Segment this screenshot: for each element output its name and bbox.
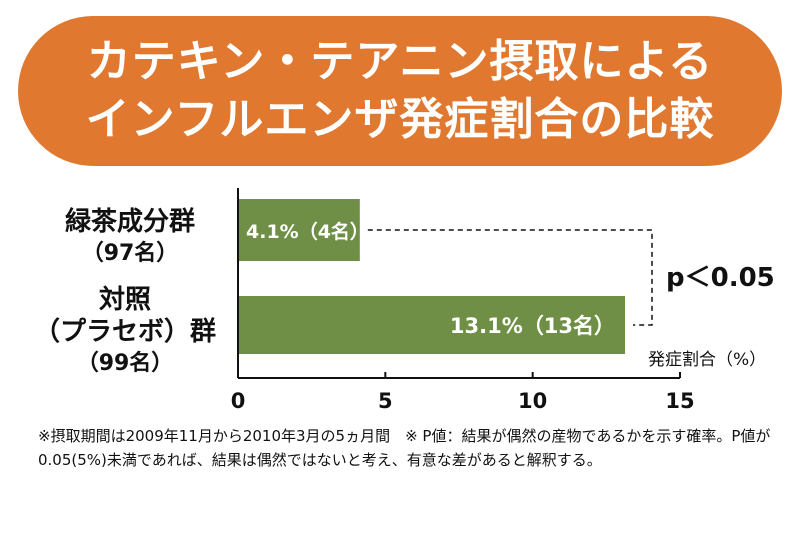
title-line-2: インフルエンザ発症割合の比較 — [85, 94, 715, 145]
x-tick-label: 5 — [378, 389, 393, 413]
x-axis-label: 発症割合（%） — [648, 350, 766, 370]
bars: 4.1%（4名） 13.1%（13名） — [239, 199, 626, 354]
x-tick-label: 15 — [665, 389, 694, 413]
category-name: 緑茶成分群 — [64, 207, 195, 237]
category-label-placebo: 対照 （プラセボ）群 （99名） — [20, 284, 230, 380]
category-count: （97名） — [81, 241, 179, 266]
category-name-line-2: （プラセボ）群 — [33, 317, 216, 347]
footnote: ※摂取期間は2009年11月から2010年3月の5ヵ月間 ※ P値：結果が偶然の… — [38, 427, 771, 469]
bar-data-label: 13.1%（13名） — [450, 314, 615, 338]
category-count: （99名） — [76, 351, 174, 376]
category-name-line-1: 対照 — [98, 285, 151, 315]
title-line-1: カテキン・テアニン摂取による — [86, 36, 714, 87]
x-tick-label: 10 — [518, 389, 547, 413]
bar — [239, 296, 626, 354]
x-ticks: 0 5 10 15 — [231, 372, 695, 413]
bar-data-label: 4.1%（4名） — [246, 220, 369, 243]
x-tick-label: 0 — [231, 389, 246, 413]
title-banner: カテキン・テアニン摂取による インフルエンザ発症割合の比較 — [18, 16, 782, 166]
category-label-green-tea: 緑茶成分群 （97名） — [40, 206, 220, 270]
bar — [239, 199, 360, 261]
significance-label: p＜0.05 — [666, 263, 775, 293]
significance-bracket — [367, 229, 653, 326]
